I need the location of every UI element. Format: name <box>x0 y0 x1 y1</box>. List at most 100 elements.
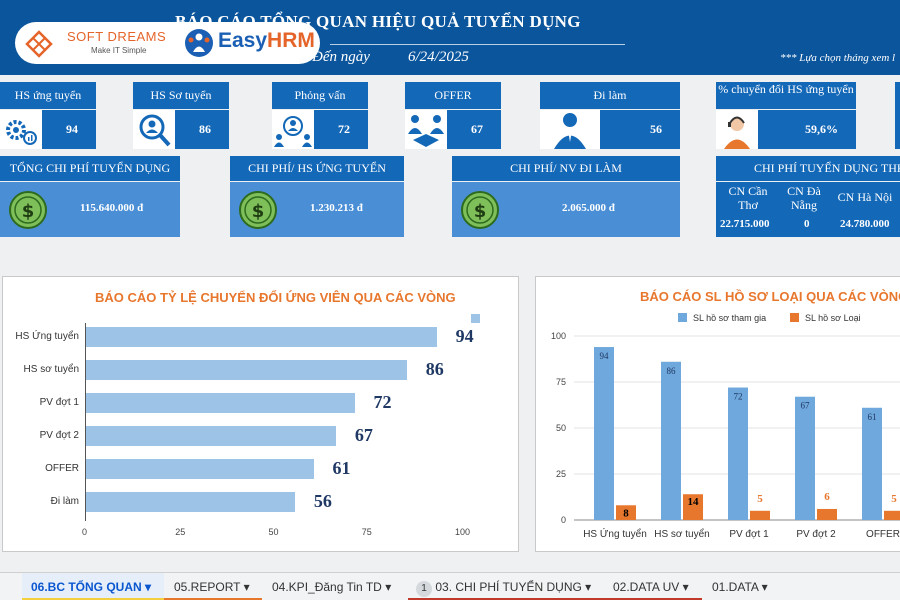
softdreams-tagline: Make IT Simple <box>91 46 147 55</box>
kpi-value: 86 <box>199 122 211 136</box>
cost-label: TỔNG CHI PHÍ TUYỂN DỤNG <box>0 156 180 181</box>
svg-text:$: $ <box>22 201 35 222</box>
legend-swatch <box>471 314 480 323</box>
rejected-chart-svg: 0 25 50 75 100 SL hồ sơ tham gia SL hồ sơ Loại… <box>551 313 900 540</box>
kpi-label: HS Sơ tuyển <box>133 82 229 109</box>
kpi-value: 56 <box>650 122 662 136</box>
tab-label: 01.DATA <box>712 580 759 594</box>
y-tick-label: 25 <box>556 469 566 479</box>
tab-report[interactable]: 05.REPORT ▾ <box>164 573 262 600</box>
tab-data[interactable]: 01.DATA ▾ <box>702 573 792 600</box>
cost-value: 115.640.000 đ <box>80 202 144 214</box>
data-label: 14 <box>688 496 700 508</box>
category-label: HS sơ tuyển <box>654 528 709 540</box>
rejected-bar <box>683 494 703 520</box>
data-label: 61 <box>868 412 877 422</box>
tab-label: 03. CHI PHÍ TUYỂN DỤNG <box>435 580 582 594</box>
handshake-offer-icon <box>405 110 447 149</box>
cost-label: CHI PHÍ/ HS ỨNG TUYỂN <box>230 156 404 181</box>
rejected-bar <box>884 510 900 520</box>
chevron-down-icon: ▾ <box>145 580 152 594</box>
rejected-bar <box>750 510 770 520</box>
magnifier-person-icon <box>133 110 175 149</box>
kpi-value: 59,6% <box>805 122 838 136</box>
easyhrm-logo-icon <box>185 29 213 57</box>
cost-card-total: TỔNG CHI PHÍ TUYỂN DỤNG $ 115.640.000 đ <box>0 156 180 237</box>
y-tick-label: 50 <box>556 423 566 433</box>
month-select-note: *** Lựa chọn tháng xem l <box>780 52 896 64</box>
data-label: 94 <box>455 326 474 346</box>
kpi-value: 67 <box>471 122 483 136</box>
category-label: PV đợt 1 <box>729 529 769 540</box>
employee-icon <box>540 110 600 149</box>
tab-kpi-dang-tin[interactable]: 04.KPI_Đăng Tin TD ▾ <box>262 573 408 600</box>
data-label: 5 <box>757 493 763 505</box>
kpi-card-interview: Phỏng vấn 72 <box>272 82 368 149</box>
x-tick-label: 0 <box>82 527 88 537</box>
bar <box>86 459 314 479</box>
tab-bc-tong-quan[interactable]: 06.BC TỔNG QUAN ▾ <box>22 573 164 600</box>
tab-label: 06.BC TỔNG QUAN <box>31 580 142 594</box>
cost-card-per-employee: CHI PHÍ/ NV ĐI LÀM $ 2.065.000 đ <box>452 156 680 237</box>
kpi-label: Đi làm <box>540 82 680 109</box>
tab-list <box>0 573 8 600</box>
chevron-down-icon: ▾ <box>385 580 392 594</box>
data-label: 6 <box>824 491 830 503</box>
cost-label: CHI PHÍ/ NV ĐI LÀM <box>452 156 680 181</box>
kpi-card-partial <box>895 82 900 149</box>
legend-swatch <box>790 313 799 322</box>
tab-color-bar <box>408 598 604 600</box>
category-label: HS Ứng tuyển <box>583 527 647 540</box>
bar <box>86 492 295 512</box>
data-label: 5 <box>891 493 897 505</box>
participant-bar <box>594 347 614 520</box>
tab-badge: 1 <box>416 581 432 597</box>
x-tick-label: 100 <box>455 527 471 537</box>
data-label: 61 <box>332 458 351 478</box>
cost-card-per-application: CHI PHÍ/ HS ỨNG TUYỂN $ 1.230.213 đ <box>230 156 404 237</box>
y-tick-label: 75 <box>556 377 566 387</box>
dollar-coin-icon: $ <box>239 191 277 229</box>
branch-name: CN Hà Nội <box>837 190 893 204</box>
kpi-value: 94 <box>66 122 78 136</box>
conversion-chart-title: BÁO CÁO TỶ LỆ CHUYỂN ĐỔI ỨNG VIÊN QUA CÁ… <box>95 290 456 305</box>
tab-color-bar <box>22 598 164 600</box>
x-tick-label: 25 <box>175 527 186 537</box>
chevron-down-icon: ▾ <box>682 580 689 594</box>
chevron-down-icon: ▾ <box>761 580 768 594</box>
y-tick-label: 0 <box>561 515 566 525</box>
interview-people-icon <box>272 110 314 149</box>
rejected-bar <box>817 508 837 520</box>
svg-text:$: $ <box>474 201 487 222</box>
y-axis-line <box>85 323 86 521</box>
data-label: 86 <box>425 359 444 379</box>
tab-chi-phi-tuyen-dung[interactable]: 1 03. CHI PHÍ TUYỂN DỤNG ▾ <box>408 573 604 600</box>
tab-label: 04.KPI_Đăng Tin TD <box>272 580 382 594</box>
headset-agent-icon <box>716 110 758 149</box>
kpi-label: OFFER <box>405 82 501 109</box>
kpi-label: Phỏng vấn <box>272 82 368 109</box>
kpi-card-offer: OFFER 67 <box>405 82 501 149</box>
y-tick-label: 100 <box>551 331 566 341</box>
tab-data-uv[interactable]: 02.DATA UV ▾ <box>604 573 702 600</box>
cost-label: CHI PHÍ TUYỂN DỤNG THE <box>716 156 900 181</box>
kpi-card-applications: HS ứng tuyển 94 <box>0 82 96 149</box>
date-label: Đến ngày <box>312 49 370 65</box>
softdreams-logo-icon <box>25 30 53 58</box>
date-value[interactable]: 6/24/2025 <box>408 49 469 65</box>
kpi-card-screening: HS Sơ tuyển 86 <box>133 82 229 149</box>
participant-bar <box>661 361 681 520</box>
bar <box>86 426 336 446</box>
branch-name: CN Cần Thơ <box>728 184 768 212</box>
chevron-down-icon: ▾ <box>585 580 592 594</box>
category-label: PV đợt 2 <box>39 430 79 441</box>
svg-text:$: $ <box>252 201 265 222</box>
legend-label: SL hồ sơ Loại <box>805 313 861 323</box>
x-tick-label: 50 <box>268 527 279 537</box>
bar <box>86 393 355 413</box>
cost-value: 2.065.000 đ <box>562 202 615 214</box>
rejected-chart-title: BÁO CÁO SL HỒ SƠ LOẠI QUA CÁC VÒNG <box>640 289 900 304</box>
participant-bar <box>728 387 748 520</box>
category-label: HS sơ tuyển <box>23 364 79 375</box>
data-label: 56 <box>313 491 332 511</box>
